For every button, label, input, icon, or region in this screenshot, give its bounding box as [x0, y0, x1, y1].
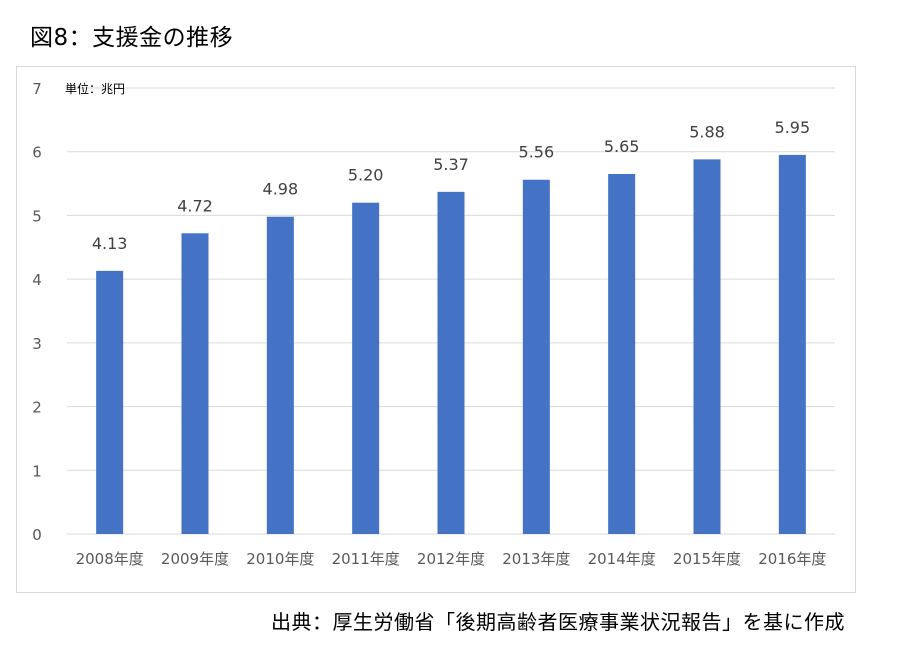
- figure-title: 図8：支援金の推移: [30, 25, 234, 51]
- data-label: 5.56: [519, 143, 555, 162]
- y-tick-label: 1: [32, 462, 42, 480]
- y-tick-label: 4: [32, 271, 42, 289]
- x-tick-label: 2010年度: [246, 550, 314, 568]
- y-tick-label: 7: [32, 80, 42, 98]
- x-tick-label: 2016年度: [758, 550, 826, 568]
- bar: [352, 202, 380, 534]
- data-label: 4.13: [92, 234, 128, 253]
- data-label: 5.88: [689, 122, 725, 141]
- y-tick-label: 5: [32, 207, 42, 225]
- bar: [522, 179, 550, 534]
- y-tick-label: 6: [32, 144, 42, 162]
- bar: [96, 270, 124, 534]
- data-label: 5.65: [604, 137, 640, 156]
- source-note: 出典：厚生労働省「後期高齢者医療事業状況報告」を基に作成: [271, 610, 845, 634]
- x-tick-label: 2015年度: [673, 550, 741, 568]
- data-label: 5.20: [348, 166, 384, 185]
- x-tick-label: 2014年度: [588, 550, 656, 568]
- y-tick-label: 0: [32, 526, 42, 544]
- bar: [181, 233, 209, 535]
- x-tick-label: 2009年度: [161, 550, 229, 568]
- x-tick-label: 2011年度: [332, 550, 400, 568]
- y-tick-label: 2: [32, 399, 42, 417]
- bar: [693, 159, 721, 535]
- data-label: 5.37: [433, 155, 469, 174]
- bar: [266, 216, 294, 534]
- y-tick-label: 3: [32, 335, 42, 353]
- x-tick-label: 2008年度: [76, 550, 144, 568]
- bar: [608, 174, 636, 534]
- data-label: 5.95: [775, 118, 811, 137]
- x-tick-label: 2013年度: [502, 550, 570, 568]
- data-label: 4.98: [263, 180, 299, 199]
- bar: [437, 191, 465, 534]
- bar-chart: 0 1 2 3 4 5 6 7 単位：兆円 4.13 2008年度 4.72 2009年度 4.98 201…: [32, 80, 835, 568]
- bar: [778, 154, 806, 534]
- data-label: 4.72: [177, 196, 213, 215]
- x-tick-label: 2012年度: [417, 550, 485, 568]
- chart-area: 0 1 2 3 4 5 6 7 単位：兆円 4.13 2008年度 4.72 2009年度 4.98 201…: [16, 66, 856, 593]
- unit-label: 単位：兆円: [65, 81, 125, 96]
